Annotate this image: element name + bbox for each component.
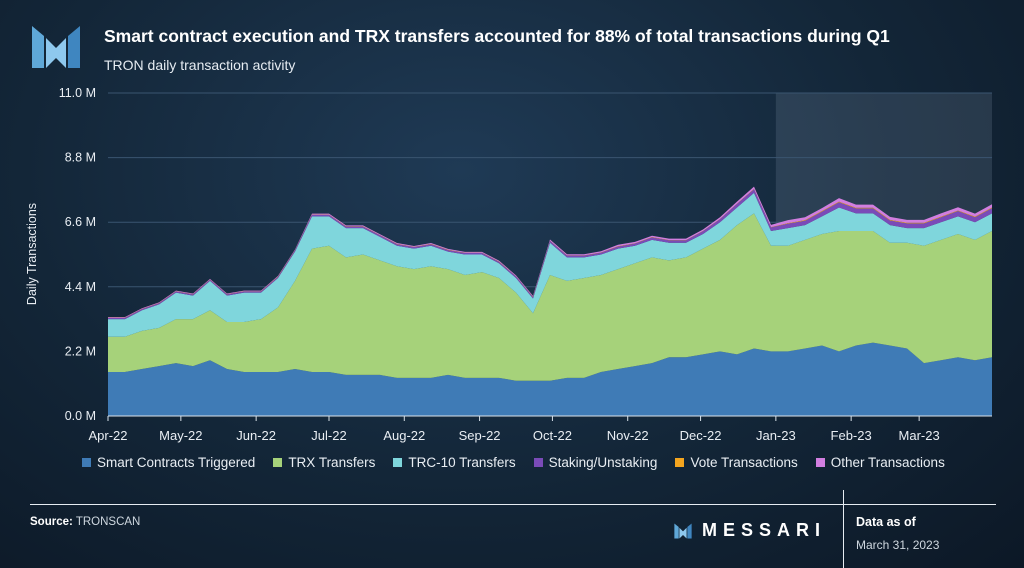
y-tick-label: 4.4 M xyxy=(65,280,96,294)
legend-swatch xyxy=(533,458,543,467)
legend-swatch xyxy=(393,458,403,467)
footer-divider xyxy=(30,504,996,505)
x-tick-label: Aug-22 xyxy=(383,428,425,443)
legend-item-staking: Staking/Unstaking xyxy=(533,455,658,470)
brand-mark: MESSARI xyxy=(672,520,826,541)
messari-logo-icon xyxy=(32,26,80,68)
x-tick-label: Nov-22 xyxy=(607,428,649,443)
data-as-of-date: March 31, 2023 xyxy=(856,538,940,552)
legend-label: Other Transactions xyxy=(830,455,945,470)
data-as-of-label: Data as of xyxy=(856,515,916,529)
y-tick-label: 11.0 M xyxy=(59,86,96,100)
area-series-smart-contracts xyxy=(108,342,992,416)
legend-swatch xyxy=(82,458,91,467)
area-series-trx-transfers xyxy=(108,213,992,381)
legend-label: Staking/Unstaking xyxy=(548,455,658,470)
source-value: TRONSCAN xyxy=(75,516,141,528)
y-tick-label: 2.2 M xyxy=(65,344,96,358)
legend-swatch xyxy=(675,458,685,467)
stacked-area-chart: 0.0 M 2.2 M 4.4 M 6.6 M 8.8 M 11.0 M Daily Tra… xyxy=(25,86,992,443)
y-tick-label: 6.6 M xyxy=(65,215,96,229)
legend-swatch xyxy=(273,458,283,467)
x-tick-label: Jan-23 xyxy=(756,428,796,443)
legend-label: Smart Contracts Triggered xyxy=(97,455,256,470)
legend-item-trc10-transfers: TRC-10 Transfers xyxy=(393,455,516,470)
brand-name: MESSARI xyxy=(702,520,827,540)
source-note: Source: TRONSCAN xyxy=(30,516,140,528)
legend-label: Vote Transactions xyxy=(690,455,798,470)
source-label: Source: xyxy=(30,516,73,528)
x-tick-label: Mar-23 xyxy=(899,428,940,443)
x-tick-label: Apr-22 xyxy=(88,428,127,443)
x-tick-label: Oct-22 xyxy=(533,428,572,443)
x-tick-label: Sep-22 xyxy=(459,428,501,443)
y-tick-label: 8.8 M xyxy=(65,151,96,165)
x-tick-label: Jun-22 xyxy=(236,428,276,443)
x-tick-label: Jul-22 xyxy=(311,428,346,443)
chart-title: Smart contract execution and TRX transfe… xyxy=(104,26,890,46)
legend-label: TRC-10 Transfers xyxy=(408,455,516,470)
chart-subtitle: TRON daily transaction activity xyxy=(104,57,296,73)
x-tick-label: May-22 xyxy=(159,428,202,443)
chart-legend: Smart Contracts Triggered TRX Transfers TR… xyxy=(82,455,945,470)
footer-vertical-divider xyxy=(843,490,844,568)
legend-item-other: Other Transactions xyxy=(815,455,945,470)
x-tick-label: Feb-23 xyxy=(831,428,872,443)
area-series-trc10-transfers xyxy=(108,192,992,337)
legend-item-trx-transfers: TRX Transfers xyxy=(273,455,375,470)
messari-small-logo-icon xyxy=(674,522,692,539)
x-tick-label: Dec-22 xyxy=(680,428,722,443)
legend-swatch xyxy=(815,458,825,467)
y-tick-label: 0.0 M xyxy=(65,409,96,423)
legend-item-smart-contracts: Smart Contracts Triggered xyxy=(82,455,255,470)
legend-item-vote: Vote Transactions xyxy=(675,455,798,470)
y-axis-label: Daily Transactions xyxy=(25,203,39,305)
legend-label: TRX Transfers xyxy=(288,455,376,470)
